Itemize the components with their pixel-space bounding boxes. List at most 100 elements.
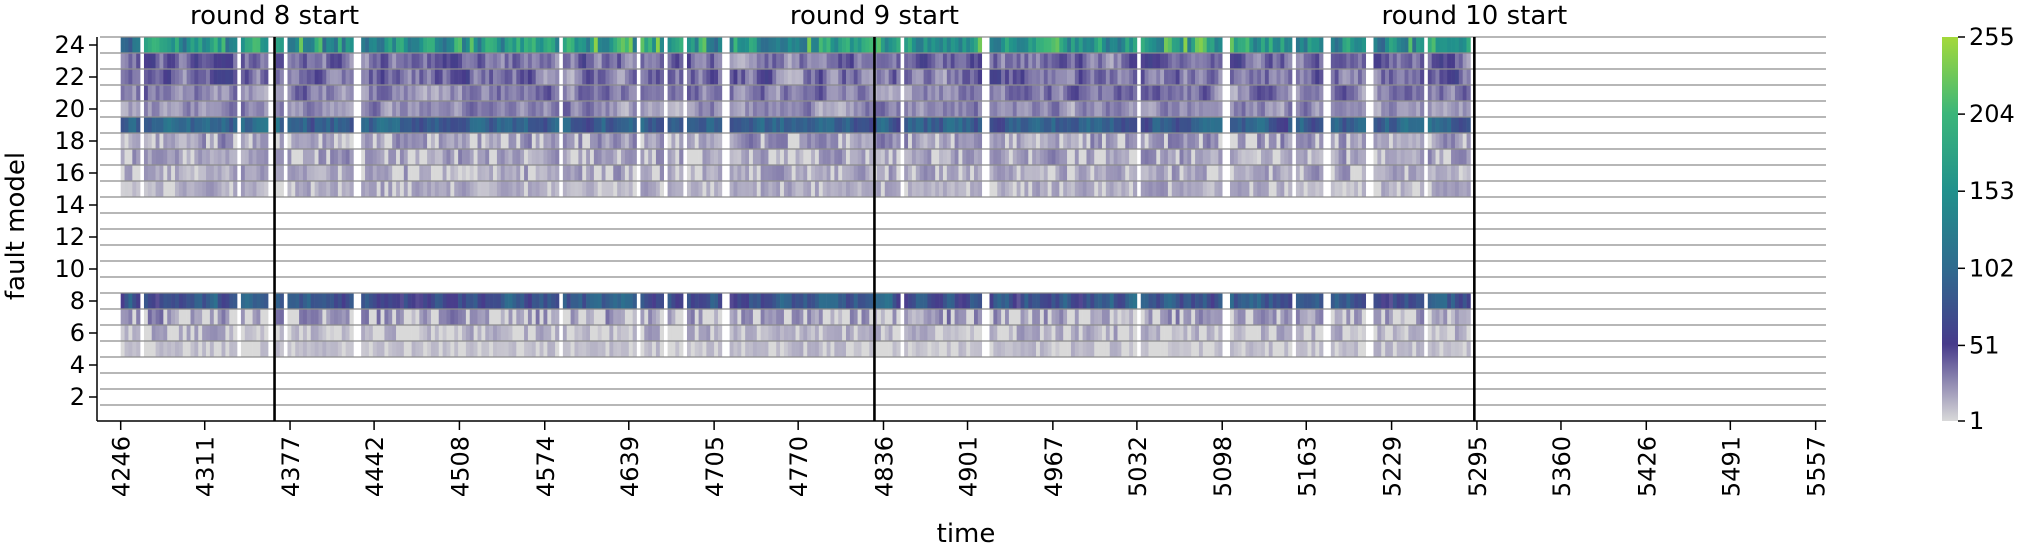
heatmap-cell xyxy=(458,69,463,85)
heatmap-cell xyxy=(896,37,901,53)
heatmap-cell xyxy=(1129,133,1134,149)
heatmap-cell xyxy=(690,101,696,117)
heatmap-cell xyxy=(434,117,440,133)
heatmap-cell xyxy=(213,101,218,117)
heatmap-cell xyxy=(1171,69,1176,85)
heatmap-cell xyxy=(524,69,529,85)
heatmap-cell xyxy=(1241,37,1246,53)
heatmap-cell xyxy=(555,53,560,69)
heatmap-cell xyxy=(419,181,424,197)
heatmap-cell xyxy=(814,165,820,181)
heatmap-cell xyxy=(787,341,792,357)
heatmap-cell xyxy=(694,85,699,101)
heatmap-cell xyxy=(617,149,622,165)
heatmap-cell xyxy=(628,133,633,149)
heatmap-cell xyxy=(178,325,184,341)
heatmap-cell xyxy=(1063,325,1068,341)
heatmap-cell xyxy=(698,341,703,357)
heatmap-cell xyxy=(1140,181,1145,197)
heatmap-cell xyxy=(411,341,416,357)
heatmap-cell xyxy=(1315,309,1320,325)
heatmap-cell xyxy=(919,69,924,85)
heatmap-cell xyxy=(617,37,622,53)
heatmap-cell xyxy=(760,309,765,325)
heatmap-cell xyxy=(547,165,552,181)
heatmap-cell xyxy=(617,133,622,149)
heatmap-cell xyxy=(1404,309,1409,325)
heatmap-cell xyxy=(566,165,571,181)
heatmap-cell xyxy=(1389,341,1394,357)
heatmap-cell xyxy=(500,117,505,133)
heatmap-cell xyxy=(877,133,882,149)
heatmap-cell xyxy=(1202,341,1208,357)
heatmap-cell xyxy=(752,165,758,181)
heatmap-cell xyxy=(749,101,754,117)
heatmap-cell xyxy=(1109,149,1114,165)
heatmap-cell xyxy=(275,69,281,85)
heatmap-cell xyxy=(1237,165,1242,181)
heatmap-cell xyxy=(698,53,703,69)
heatmap-cell xyxy=(159,85,164,101)
heatmap-cell xyxy=(853,101,858,117)
heatmap-cell xyxy=(915,133,920,149)
heatmap-cell xyxy=(442,341,447,357)
heatmap-cell xyxy=(349,149,354,165)
heatmap-cell xyxy=(124,69,129,85)
heatmap-cell xyxy=(136,117,141,133)
heatmap-cell xyxy=(1435,149,1440,165)
heatmap-cell xyxy=(399,293,405,309)
heatmap-cell xyxy=(1078,101,1083,117)
heatmap-cell xyxy=(1214,117,1219,133)
heatmap-cell xyxy=(500,309,505,325)
heatmap-cell xyxy=(527,149,533,165)
heatmap-cell xyxy=(830,325,835,341)
heatmap-cell xyxy=(877,181,882,197)
heatmap-cell xyxy=(675,293,680,309)
heatmap-cell xyxy=(772,101,777,117)
heatmap-cell xyxy=(190,341,195,357)
heatmap-cell xyxy=(958,165,963,181)
heatmap-cell xyxy=(376,117,381,133)
heatmap-cell xyxy=(590,149,595,165)
heatmap-cell xyxy=(1074,325,1080,341)
heatmap-cell xyxy=(807,37,812,53)
heatmap-cell xyxy=(1024,325,1029,341)
heatmap-cell xyxy=(613,133,618,149)
heatmap-cell xyxy=(702,165,707,181)
heatmap-cell xyxy=(1431,53,1436,69)
heatmap-cell xyxy=(733,293,738,309)
heatmap-cell xyxy=(275,53,281,69)
heatmap-cell xyxy=(962,101,967,117)
heatmap-cell xyxy=(240,165,246,181)
heatmap-cell xyxy=(279,85,284,101)
heatmap-cell xyxy=(1245,181,1250,197)
heatmap-cell xyxy=(690,53,696,69)
heatmap-cell xyxy=(438,37,443,53)
heatmap-cell xyxy=(1218,341,1223,357)
heatmap-cell xyxy=(1016,165,1021,181)
heatmap-cell xyxy=(167,165,172,181)
heatmap-cell xyxy=(822,293,827,309)
heatmap-cell xyxy=(450,85,455,101)
heatmap-cell xyxy=(679,101,684,117)
heatmap-cell xyxy=(1028,133,1033,149)
heatmap-cell xyxy=(605,341,610,357)
heatmap-cell xyxy=(551,101,556,117)
heatmap-cell xyxy=(403,85,409,101)
heatmap-cell xyxy=(1404,117,1409,133)
heatmap-cell xyxy=(481,85,486,101)
heatmap-cell xyxy=(962,53,967,69)
heatmap-cell xyxy=(1458,181,1463,197)
heatmap-cell xyxy=(733,85,738,101)
heatmap-cell xyxy=(562,69,568,85)
heatmap-cell xyxy=(392,117,397,133)
heatmap-cell xyxy=(462,37,467,53)
heatmap-cell xyxy=(194,101,199,117)
heatmap-cell xyxy=(248,53,253,69)
heatmap-cell xyxy=(128,85,133,101)
heatmap-cell xyxy=(136,309,141,325)
heatmap-cell xyxy=(993,181,998,197)
heatmap-cell xyxy=(671,101,676,117)
heatmap-cell xyxy=(481,149,486,165)
heatmap-cell xyxy=(1392,341,1398,357)
